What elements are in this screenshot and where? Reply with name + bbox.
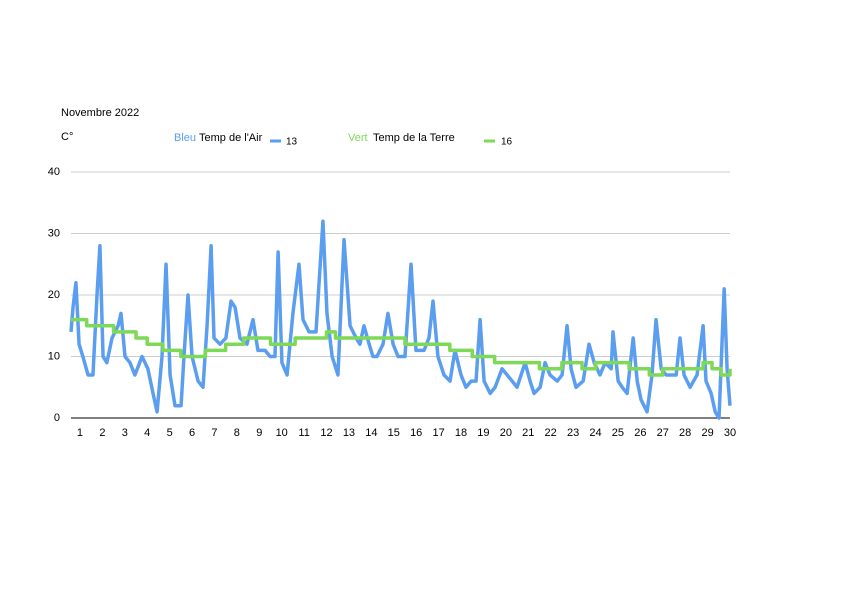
legend-value: 13 — [286, 137, 298, 148]
x-tick-label: 23 — [567, 427, 579, 439]
x-tick-label: 7 — [211, 427, 217, 439]
x-tick-label: 14 — [365, 427, 377, 439]
x-tick-label: 8 — [234, 427, 240, 439]
chart-title: Novembre 2022 — [61, 107, 139, 119]
x-tick-label: 25 — [612, 427, 624, 439]
x-tick-label: 12 — [320, 427, 332, 439]
x-tick-label: 27 — [657, 427, 669, 439]
x-tick-label: 26 — [634, 427, 646, 439]
x-tick-label: 28 — [679, 427, 691, 439]
legend: Bleu Temp de l'Air 13 Vert Temp de la Terre 1… — [174, 132, 513, 148]
x-tick-label: 20 — [500, 427, 512, 439]
x-tick-label: 24 — [589, 427, 601, 439]
x-tick-label: 6 — [189, 427, 195, 439]
data-line — [71, 317, 732, 377]
y-axis-label: C° — [61, 131, 73, 143]
legend-value: 16 — [501, 137, 513, 148]
y-tick-label: 40 — [48, 166, 60, 178]
x-tick-label: 9 — [256, 427, 262, 439]
x-tick-label: 19 — [477, 427, 489, 439]
x-tick-label: 17 — [432, 427, 444, 439]
data-line — [69, 219, 732, 420]
y-tick-label: 0 — [54, 412, 60, 424]
x-tick-label: 30 — [724, 427, 736, 439]
legend-color-word: Bleu — [174, 132, 196, 144]
x-tick-label: 11 — [298, 427, 309, 439]
x-tick-label: 29 — [701, 427, 713, 439]
x-tick-label: 15 — [388, 427, 400, 439]
x-tick-label: 18 — [455, 427, 467, 439]
legend-label: Temp de la Terre — [373, 132, 455, 144]
x-tick-label: 10 — [276, 427, 288, 439]
x-tick-label: 4 — [144, 427, 150, 439]
y-tick-label: 10 — [48, 350, 60, 362]
x-tick-label: 22 — [545, 427, 557, 439]
x-tick-label: 1 — [77, 427, 83, 439]
x-tick-label: 2 — [99, 427, 105, 439]
x-tick-label: 13 — [343, 427, 355, 439]
x-tick-label: 5 — [167, 427, 173, 439]
legend-label: Temp de l'Air — [199, 132, 263, 144]
x-tick-label: 16 — [410, 427, 422, 439]
y-tick-label: 30 — [48, 227, 60, 239]
x-tick-label: 3 — [122, 427, 128, 439]
legend-color-word: Vert — [348, 132, 368, 144]
y-tick-label: 20 — [48, 289, 60, 301]
x-tick-label: 21 — [522, 427, 534, 439]
